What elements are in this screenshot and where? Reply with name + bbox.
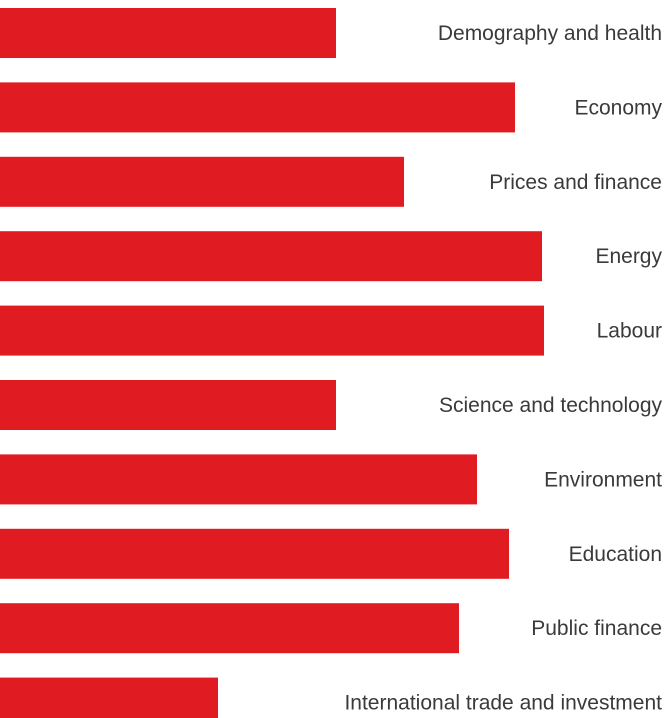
category-label: Science and technology: [439, 394, 662, 417]
bar-labour: [0, 305, 544, 356]
category-label: International trade and investment: [344, 692, 662, 715]
bar-public-finance: [0, 603, 459, 654]
category-label: Labour: [597, 320, 662, 343]
category-label: Demography and health: [438, 22, 662, 45]
bar-education: [0, 528, 509, 579]
bar-international-trade-and-investment: [0, 677, 218, 718]
bar-energy: [0, 231, 542, 282]
category-label: Education: [569, 543, 662, 566]
category-label: Prices and finance: [489, 171, 662, 194]
bar-demography-and-health: [0, 8, 336, 58]
category-label: Public finance: [531, 617, 662, 640]
bar-prices-and-finance: [0, 156, 404, 207]
bar-environment: [0, 454, 477, 505]
category-label: Energy: [595, 245, 662, 268]
bar-science-and-technology: [0, 380, 336, 430]
bar-economy: [0, 82, 515, 133]
category-label: Economy: [574, 96, 662, 119]
category-label: Environment: [544, 468, 662, 491]
